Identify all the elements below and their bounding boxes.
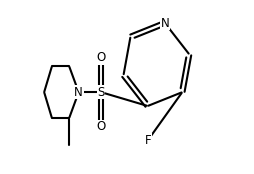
Text: S: S	[98, 86, 105, 99]
Text: O: O	[97, 120, 106, 133]
Text: N: N	[74, 86, 83, 99]
Text: N: N	[161, 17, 169, 30]
Text: O: O	[97, 51, 106, 64]
Text: F: F	[145, 134, 151, 147]
